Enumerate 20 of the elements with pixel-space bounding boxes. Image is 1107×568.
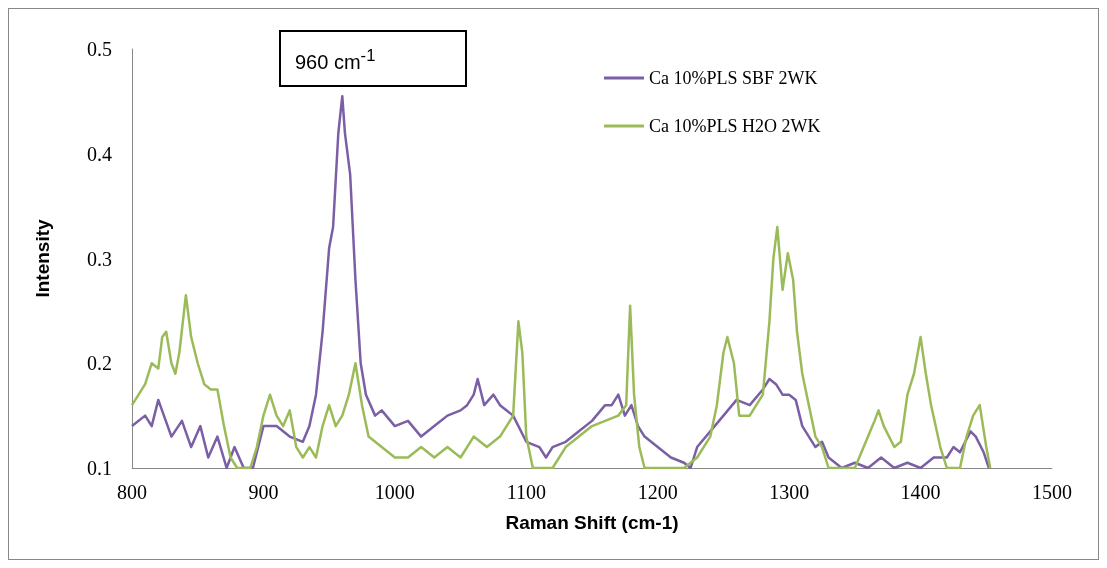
- x-tick-label: 1200: [637, 481, 678, 503]
- x-tick-label: 900: [248, 481, 279, 503]
- y-tick-label: 0.3: [87, 247, 112, 270]
- x-tick-label: 800: [117, 481, 147, 503]
- y-tick-label: 0.2: [87, 352, 112, 375]
- line-series: [130, 94, 991, 470]
- y-tick-label: 0.5: [87, 38, 112, 60]
- y-tick-label: 0.1: [87, 457, 112, 479]
- legend-label: Ca 10%PLS SBF 2WK: [649, 68, 818, 88]
- x-tick-label: 1400: [900, 481, 941, 503]
- x-tick-label: 1300: [769, 481, 810, 503]
- x-tick-label: 1500: [1032, 481, 1072, 503]
- x-tick-label: 1100: [506, 481, 546, 503]
- y-tick-label: 0.4: [87, 142, 112, 165]
- x-axis-title: Raman Shift (cm-1): [505, 512, 679, 533]
- annotation: 960 cm$^{-1}$: [279, 30, 467, 87]
- legend-label: Ca 10%PLS H2O 2WK: [649, 116, 821, 136]
- y-axis-title: Intensity: [32, 219, 53, 298]
- line-series: [130, 225, 992, 470]
- x-tick-label: 1000: [374, 481, 415, 503]
